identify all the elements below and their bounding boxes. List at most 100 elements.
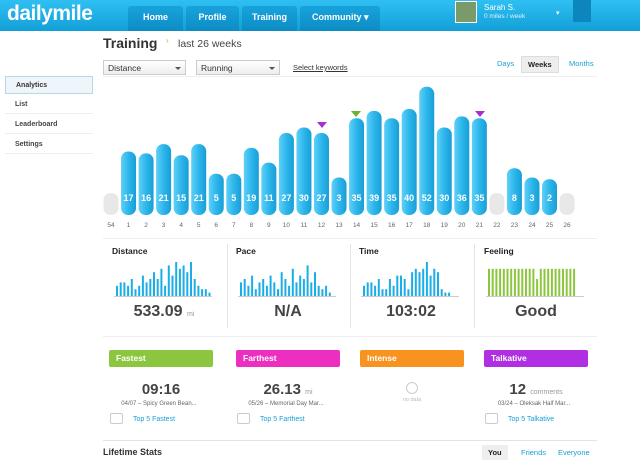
divider bbox=[103, 238, 597, 239]
spark-bar bbox=[149, 279, 152, 296]
spark-bar bbox=[403, 279, 406, 296]
event-marker[interactable] bbox=[317, 122, 327, 128]
bar bbox=[471, 118, 487, 215]
spark-bar bbox=[182, 265, 185, 296]
spark-bar bbox=[171, 275, 174, 296]
nav-tab[interactable]: Community ▾ bbox=[300, 6, 380, 31]
nav-flag[interactable] bbox=[573, 0, 591, 22]
bar bbox=[542, 179, 557, 215]
stat-number: Good bbox=[515, 303, 557, 320]
metric-dropdown[interactable]: Distance bbox=[103, 60, 186, 75]
bar bbox=[454, 116, 470, 215]
spark-bar bbox=[499, 268, 502, 296]
spark-bar bbox=[569, 268, 572, 296]
bar bbox=[243, 147, 259, 215]
nav-tab[interactable]: Home bbox=[128, 6, 183, 31]
scope-toggle[interactable]: Friends bbox=[521, 448, 547, 457]
sidebar-item[interactable]: Analytics bbox=[5, 76, 93, 94]
bar-value: 36 bbox=[457, 193, 467, 203]
bar bbox=[313, 133, 329, 215]
sport-dropdown[interactable]: Running bbox=[196, 60, 280, 75]
toggle-box[interactable] bbox=[237, 413, 250, 424]
spark-bar bbox=[153, 272, 155, 296]
spark-bar bbox=[532, 268, 535, 296]
logo[interactable]: dailymile bbox=[7, 2, 93, 25]
keywords-link[interactable]: Select keywords bbox=[293, 63, 348, 72]
user-menu-arrow[interactable]: ▾ bbox=[556, 10, 560, 17]
user-name[interactable]: Sarah S. bbox=[484, 3, 516, 12]
spark-bar bbox=[265, 285, 268, 296]
bar bbox=[506, 168, 522, 215]
x-tick-label: 23 bbox=[511, 222, 519, 229]
nav-bar: dailymile Home Profile Training Communit… bbox=[0, 0, 640, 31]
event-marker[interactable] bbox=[351, 111, 361, 117]
bar bbox=[436, 127, 452, 215]
period-toggle[interactable]: Months bbox=[569, 59, 594, 68]
x-tick-label: 54 bbox=[107, 222, 115, 229]
bar-value: 17 bbox=[124, 193, 134, 203]
x-tick-label: 7 bbox=[232, 222, 236, 229]
bar-value: 8 bbox=[512, 193, 517, 203]
bar-value: 3 bbox=[529, 193, 534, 203]
top5-link[interactable]: Top 5 Fastest bbox=[133, 416, 176, 423]
spark-bar bbox=[381, 289, 384, 296]
highlight-value: 26.13 mi bbox=[233, 381, 343, 398]
lifetime-title: Lifetime Stats bbox=[103, 447, 163, 457]
spark-bar bbox=[550, 268, 553, 296]
spark-bar bbox=[425, 262, 428, 296]
x-tick-label: 9 bbox=[267, 222, 271, 229]
nav-tab[interactable]: Profile bbox=[186, 6, 239, 31]
bar bbox=[331, 177, 347, 215]
separator bbox=[474, 244, 475, 328]
highlight-unit: mi bbox=[305, 389, 313, 396]
bar bbox=[191, 144, 207, 215]
bar-value: 21 bbox=[159, 193, 169, 203]
spark-bar bbox=[178, 268, 181, 296]
spark-bar bbox=[328, 292, 331, 296]
sidebar-item[interactable]: Settings bbox=[5, 136, 93, 154]
x-tick-label: 17 bbox=[406, 222, 414, 229]
bar bbox=[156, 144, 172, 215]
spark-bar bbox=[374, 285, 377, 296]
toggle-box[interactable] bbox=[485, 413, 498, 424]
x-tick-label: 11 bbox=[301, 222, 308, 229]
bar-value: 40 bbox=[404, 193, 414, 203]
sidebar-item[interactable]: List bbox=[5, 96, 93, 114]
x-tick-label: 22 bbox=[493, 222, 501, 229]
stat-value: Good bbox=[476, 303, 596, 321]
sidebar-item[interactable]: Leaderboard bbox=[5, 116, 93, 134]
spark-bar bbox=[130, 279, 133, 296]
avatar[interactable] bbox=[455, 1, 477, 23]
spark-bar bbox=[370, 282, 373, 296]
spark-bar bbox=[407, 289, 410, 296]
period-toggle[interactable]: Weeks bbox=[521, 56, 559, 73]
scope-toggle[interactable]: You bbox=[482, 445, 508, 460]
x-tick-label: 6 bbox=[214, 222, 218, 229]
top5-link[interactable]: Top 5 Talkative bbox=[508, 416, 555, 423]
stat-number: 103:02 bbox=[386, 303, 436, 320]
x-tick-label: 15 bbox=[370, 222, 378, 229]
spark-bar bbox=[325, 285, 328, 296]
empty-week bbox=[489, 193, 505, 215]
scope-toggle[interactable]: Everyone bbox=[558, 448, 590, 457]
bar bbox=[296, 127, 312, 215]
bar-value: 15 bbox=[176, 193, 186, 203]
spark-bar bbox=[167, 265, 170, 296]
x-tick-label: 18 bbox=[423, 222, 431, 229]
x-tick-label: 26 bbox=[563, 222, 571, 229]
nav-tab[interactable]: Training bbox=[242, 6, 297, 31]
toggle-box[interactable] bbox=[110, 413, 123, 424]
highlight-detail: 04/07 – Spicy Green Bean... bbox=[121, 401, 197, 407]
event-marker[interactable] bbox=[475, 111, 485, 117]
spark-bar bbox=[521, 268, 524, 296]
divider bbox=[103, 76, 597, 77]
period-toggle[interactable]: Days bbox=[497, 59, 515, 68]
top5-link[interactable]: Top 5 Farthest bbox=[260, 416, 305, 423]
spark-bar bbox=[543, 268, 546, 296]
spark-bar bbox=[295, 282, 298, 296]
highlight-badge: Farthest bbox=[236, 350, 340, 367]
bar-value: 3 bbox=[337, 193, 342, 203]
bar bbox=[121, 151, 137, 215]
bar-value: 35 bbox=[387, 193, 397, 203]
bar bbox=[278, 133, 294, 215]
